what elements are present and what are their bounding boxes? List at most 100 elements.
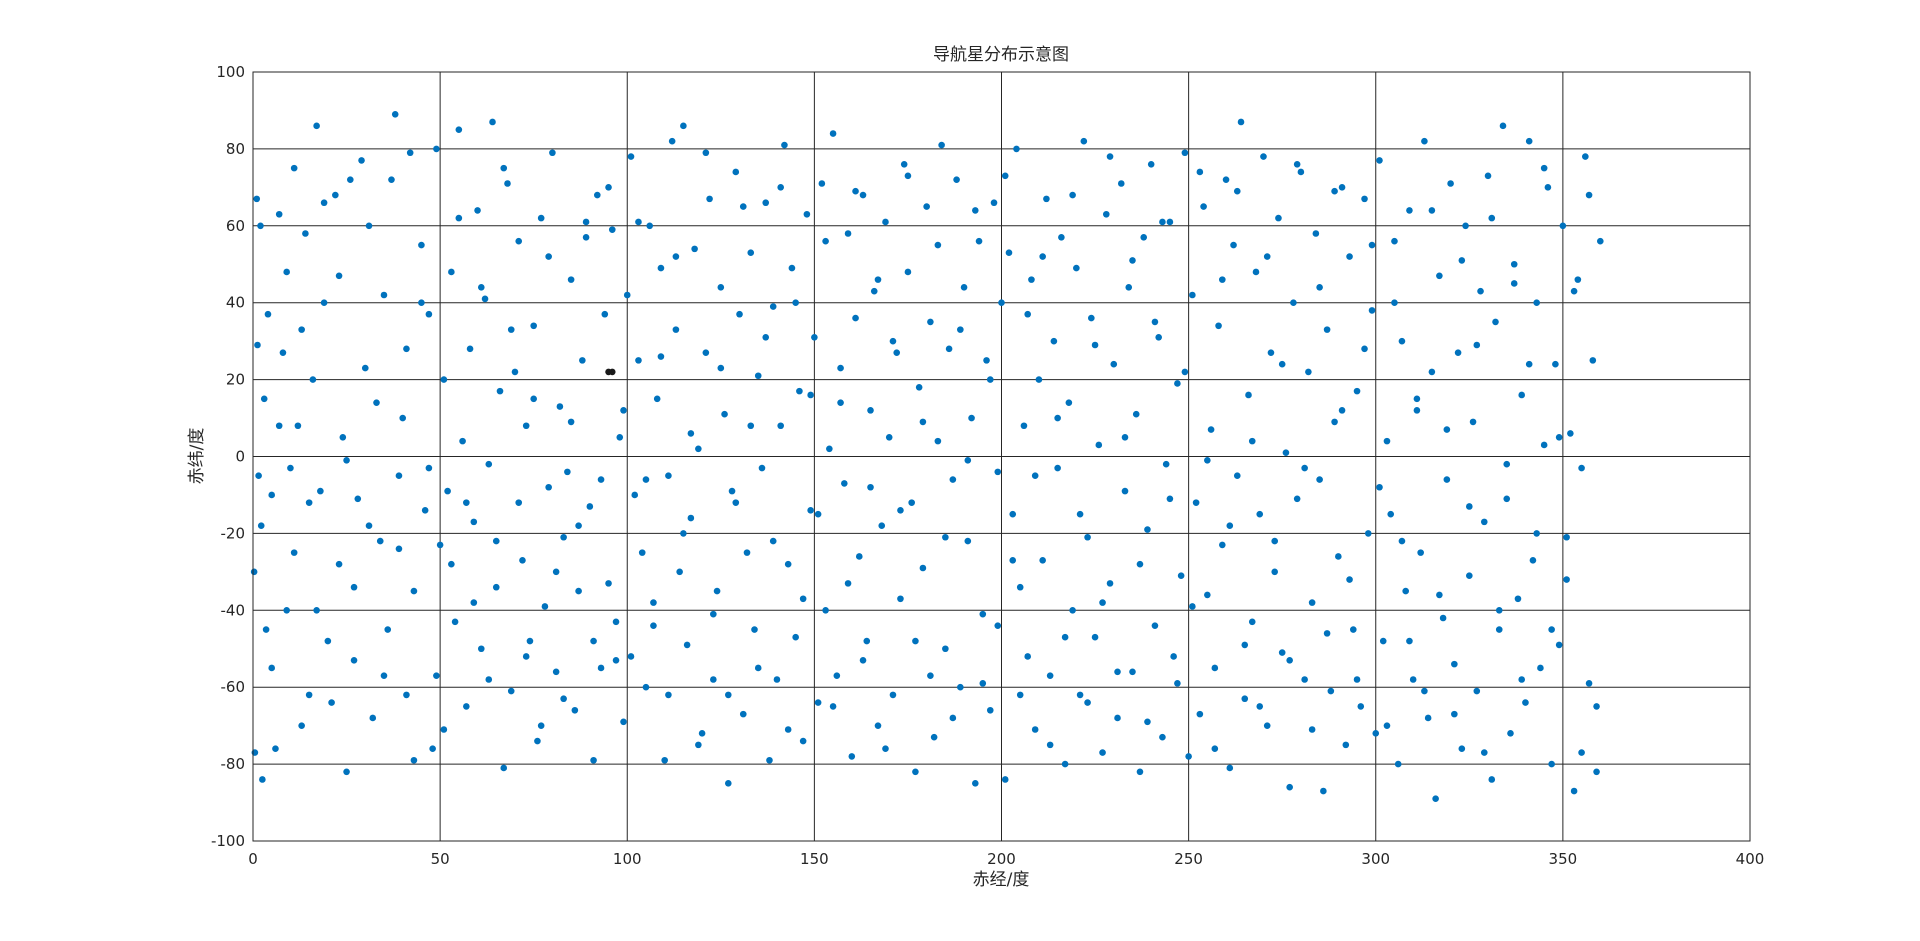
star-point — [807, 391, 814, 399]
star-point — [1555, 641, 1563, 649]
star-point — [915, 383, 923, 391]
star-point — [302, 230, 309, 237]
star-point — [579, 357, 586, 364]
star-point — [612, 656, 620, 664]
star-point — [739, 710, 747, 718]
star-point — [380, 291, 388, 299]
star-point — [1379, 637, 1387, 645]
star-point — [489, 118, 496, 126]
star-point — [255, 472, 262, 480]
star-point — [1484, 172, 1492, 180]
star-point — [1548, 626, 1555, 633]
star-point — [1391, 299, 1398, 307]
star-point — [702, 149, 710, 157]
star-point — [721, 410, 728, 418]
star-point — [290, 164, 298, 172]
star-point — [1454, 349, 1462, 356]
star-point — [646, 222, 654, 230]
star-point — [1361, 345, 1368, 353]
star-point — [391, 110, 399, 118]
star-point — [1200, 203, 1207, 210]
star-point — [264, 310, 272, 318]
star-point — [792, 633, 799, 641]
star-point — [717, 364, 725, 372]
x-tick-label: 100 — [613, 850, 642, 868]
star-point — [1155, 334, 1162, 341]
star-point — [1084, 533, 1091, 541]
star-point — [403, 345, 410, 353]
star-point — [1349, 626, 1357, 633]
star-point — [1043, 195, 1050, 203]
star-point — [769, 303, 777, 310]
star-point — [1533, 299, 1540, 307]
star-point — [1174, 680, 1181, 687]
star-point — [1009, 510, 1017, 518]
star-point — [1189, 291, 1196, 299]
star-point — [260, 395, 268, 403]
star-point — [515, 499, 523, 506]
star-point — [1129, 257, 1136, 264]
star-point — [1552, 360, 1559, 368]
star-point — [1312, 230, 1320, 237]
star-point — [1488, 776, 1496, 783]
y-tick-label: 40 — [226, 294, 245, 312]
star-point — [1451, 710, 1458, 718]
star-point — [822, 607, 829, 614]
star-point — [564, 468, 571, 476]
star-point — [433, 672, 440, 679]
star-point — [354, 495, 362, 503]
star-point — [631, 491, 639, 499]
star-point — [1555, 433, 1563, 441]
star-point — [627, 153, 635, 160]
star-point — [1421, 687, 1428, 695]
star-point — [1099, 599, 1106, 606]
star-point — [343, 768, 350, 776]
star-point — [605, 580, 612, 587]
y-tick-label: 0 — [235, 448, 245, 466]
star-point — [530, 322, 537, 330]
star-point — [826, 445, 833, 453]
star-point — [859, 656, 867, 664]
star-point — [590, 637, 597, 645]
star-point — [1301, 676, 1308, 683]
star-point — [867, 483, 874, 491]
star-point — [784, 726, 792, 733]
star-point — [1376, 157, 1383, 164]
star-point — [1480, 749, 1488, 756]
star-point — [1024, 310, 1031, 318]
star-point — [1503, 460, 1511, 468]
star-point — [814, 699, 822, 706]
star-point — [1451, 660, 1458, 668]
star-point — [1271, 537, 1279, 545]
star-point — [1278, 360, 1286, 368]
star-point — [507, 326, 515, 333]
star-point — [1376, 483, 1383, 491]
star-point — [803, 210, 811, 218]
star-point — [332, 191, 339, 199]
star-point — [1106, 153, 1114, 160]
star-point — [687, 514, 695, 522]
star-point — [1525, 360, 1533, 368]
star-point — [994, 622, 1002, 629]
star-point — [706, 195, 713, 203]
star-point — [739, 203, 747, 210]
star-point — [859, 191, 867, 199]
star-point — [1219, 276, 1226, 283]
star-point — [1559, 222, 1567, 230]
star-point — [1046, 672, 1054, 679]
y-tick-label: 20 — [226, 371, 245, 389]
star-point — [361, 364, 369, 372]
star-point — [560, 695, 567, 703]
star-point — [672, 326, 680, 333]
star-point — [1001, 172, 1009, 180]
star-point — [268, 491, 276, 499]
star-point — [1436, 272, 1443, 280]
star-point — [1518, 391, 1526, 399]
star-point — [481, 295, 489, 303]
star-point — [605, 184, 612, 191]
star-point — [638, 549, 646, 556]
star-point — [1529, 557, 1537, 564]
star-point — [1091, 341, 1099, 349]
star-point — [1099, 749, 1106, 756]
star-point — [986, 376, 994, 383]
